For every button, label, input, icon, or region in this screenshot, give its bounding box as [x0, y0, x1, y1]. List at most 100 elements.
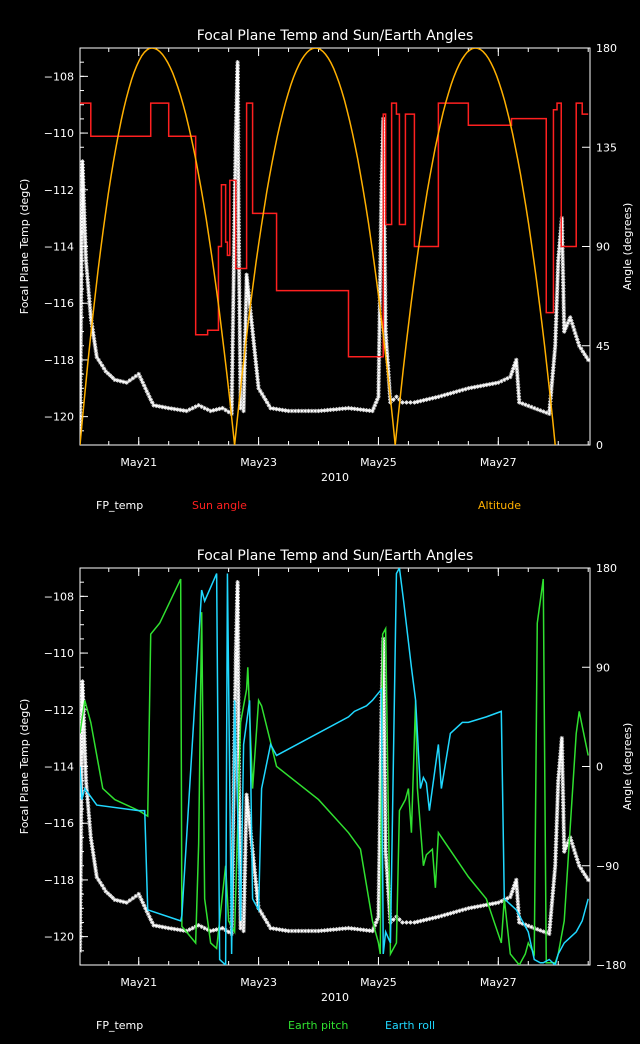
y-tick-label: −120 — [44, 931, 74, 944]
legend-entry: FP_temp — [96, 1019, 143, 1032]
fp-temp-point — [436, 395, 440, 399]
fp-temp-point — [125, 380, 129, 384]
fp-temp-point — [427, 397, 431, 401]
y-tick-label: −112 — [44, 704, 74, 717]
y2-tick-label: 90 — [596, 661, 610, 674]
y2-axis-label: Angle (degrees) — [621, 723, 634, 811]
y-tick-label: −118 — [44, 354, 74, 367]
y-axis-label: Focal Plane Temp (degC) — [18, 699, 31, 834]
fp-temp-point — [412, 400, 416, 404]
fp-temp-point — [454, 909, 458, 913]
y2-tick-label: −90 — [596, 860, 619, 873]
fp-temp-point — [125, 900, 129, 904]
fp-temp-point — [433, 915, 437, 919]
fp-temp-point — [575, 857, 579, 861]
chart-title: Focal Plane Temp and Sun/Earth Angles — [197, 28, 474, 44]
legend-entry: Earth pitch — [288, 1019, 348, 1032]
fp-temp-point — [451, 390, 455, 394]
fp-temp-point — [424, 397, 428, 401]
fp-temp-point — [116, 378, 120, 382]
fp-temp-point — [128, 898, 132, 902]
legend-entry: Earth roll — [385, 1019, 435, 1032]
fp-temp-point — [569, 318, 573, 322]
y2-tick-label: 90 — [596, 241, 610, 254]
x-tick-label: May27 — [480, 456, 517, 469]
fp-temp-point — [463, 907, 467, 911]
y2-tick-label: 180 — [596, 562, 617, 575]
fp-temp-point — [439, 394, 443, 398]
x-tick-label: May21 — [120, 456, 157, 469]
fp-temp-point — [575, 337, 579, 341]
fp-temp-point — [572, 848, 576, 852]
fp-temp-point — [404, 400, 408, 404]
x-tick-label: May23 — [240, 976, 277, 989]
fp-temp-point — [418, 399, 422, 403]
x-tick-label: May21 — [120, 976, 157, 989]
fp-temp-point — [418, 919, 422, 923]
x-axis-label: 2010 — [321, 471, 349, 484]
fp-temp-point — [404, 920, 408, 924]
y-tick-label: −108 — [44, 590, 74, 603]
y-tick-label: −116 — [44, 297, 74, 310]
fp-temp-point — [421, 918, 425, 922]
legend-entry: Altitude — [478, 499, 521, 512]
fp-temp-point — [116, 898, 120, 902]
fp-temp-point — [208, 409, 212, 413]
y-tick-label: −110 — [44, 647, 74, 660]
fp-temp-point — [454, 389, 458, 393]
y2-tick-label: −180 — [596, 959, 626, 972]
y2-axis-label: Angle (degrees) — [621, 203, 634, 291]
y-tick-label: −116 — [44, 817, 74, 830]
fp-temp-point — [128, 378, 132, 382]
fp-temp-point — [463, 387, 467, 391]
fp-temp-point — [408, 400, 412, 404]
y-tick-label: −114 — [44, 241, 74, 254]
fp-temp-point — [460, 388, 464, 392]
fp-temp-point — [457, 909, 461, 913]
fp-temp-point — [427, 917, 431, 921]
fp-temp-point — [134, 894, 138, 898]
y-tick-label: −112 — [44, 184, 74, 197]
fp-temp-point — [415, 400, 419, 404]
x-tick-label: May25 — [360, 456, 397, 469]
fp-temp-point — [424, 917, 428, 921]
fp-temp-point — [211, 408, 215, 412]
fp-temp-point — [122, 380, 126, 384]
fp-temp-point — [457, 389, 461, 393]
fp-temp-point — [400, 400, 404, 404]
y2-tick-label: 180 — [596, 42, 617, 55]
legend-entry: Sun angle — [192, 499, 247, 512]
fp-temp-point — [113, 378, 117, 382]
y-tick-label: −108 — [44, 70, 74, 83]
fp-temp-point — [570, 321, 574, 325]
fp-temp-point — [430, 396, 434, 400]
fp-temp-point — [134, 374, 138, 378]
y-tick-label: −110 — [44, 127, 74, 140]
y-tick-label: −114 — [44, 761, 74, 774]
fp-temp-point — [122, 900, 126, 904]
fp-temp-point — [412, 920, 416, 924]
fp-temp-point — [572, 328, 576, 332]
fp-temp-point — [574, 334, 578, 338]
y-tick-label: −120 — [44, 411, 74, 424]
fp-temp-point — [214, 407, 218, 411]
y2-tick-label: 0 — [596, 761, 603, 774]
x-tick-label: May23 — [240, 456, 277, 469]
fp-temp-point — [217, 407, 221, 411]
fp-temp-point — [433, 395, 437, 399]
fp-temp-point — [451, 910, 455, 914]
fp-temp-point — [211, 928, 215, 932]
x-axis-label: 2010 — [321, 991, 349, 1004]
fp-temp-point — [442, 393, 446, 397]
fp-temp-point — [400, 920, 404, 924]
x-tick-label: May27 — [480, 976, 517, 989]
y-axis-label: Focal Plane Temp (degC) — [18, 179, 31, 314]
fp-temp-point — [131, 376, 135, 380]
fp-temp-point — [445, 392, 449, 396]
fp-temp-point — [448, 391, 452, 395]
fp-temp-point — [460, 908, 464, 912]
y-tick-label: −118 — [44, 874, 74, 887]
y2-tick-label: 0 — [596, 439, 603, 452]
